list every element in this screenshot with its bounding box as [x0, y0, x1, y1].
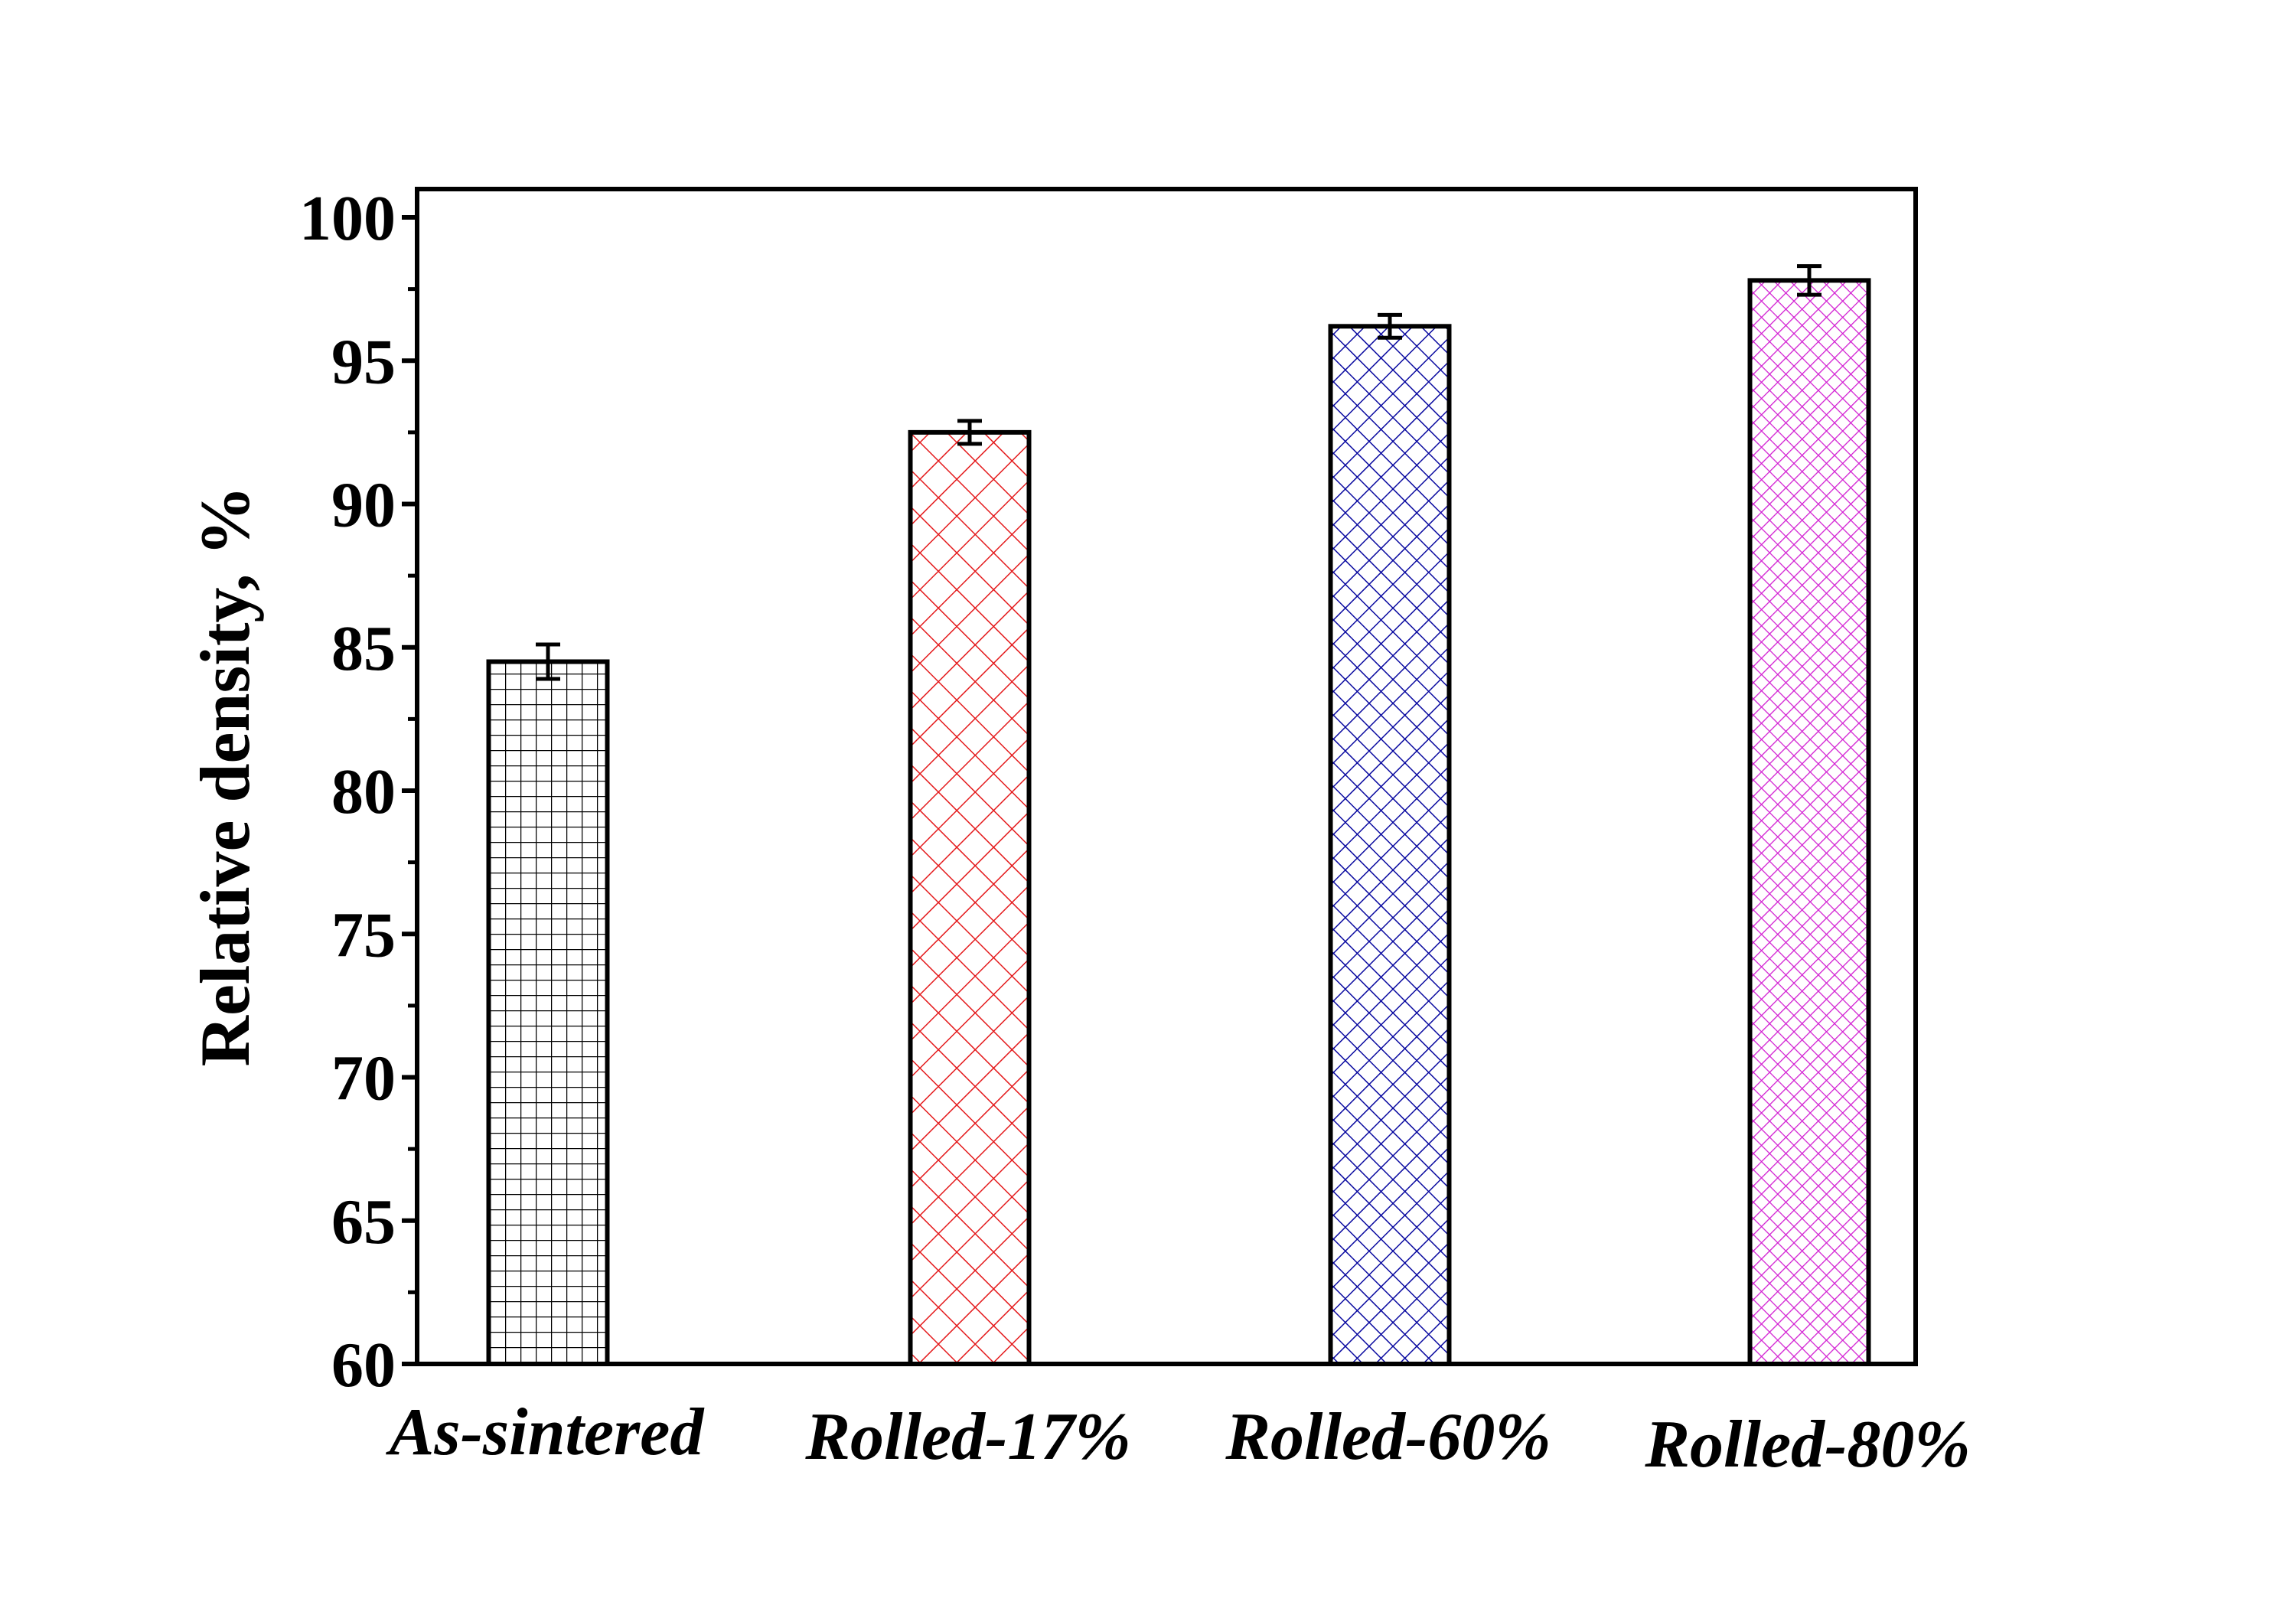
y-tick-label: 70	[331, 1043, 396, 1114]
error-bars	[536, 264, 1821, 681]
bar-as-sintered	[486, 659, 610, 1366]
bar-rolled-80%	[1747, 278, 1871, 1366]
bar-rolled-17%	[908, 429, 1032, 1366]
y-tick-label: 100	[299, 183, 396, 254]
y-tick-label: 95	[331, 326, 396, 397]
y-axis-title: Relative density, %	[186, 486, 264, 1067]
x-category-label: Rolled-80%	[1644, 1408, 1970, 1482]
x-axis-labels: As-sintered Rolled-17% Rolled-60% Rolled-80…	[386, 1395, 1971, 1482]
x-category-label: As-sintered	[386, 1395, 706, 1470]
y-tick-label: 85	[331, 613, 396, 684]
bar-rolled-60%	[1328, 324, 1452, 1366]
x-category-label: Rolled-60%	[1225, 1400, 1551, 1474]
y-tick-label: 60	[331, 1330, 396, 1401]
y-tick-label: 65	[331, 1186, 396, 1258]
y-tick-label: 90	[331, 470, 396, 541]
y-axis-ticks: 60 65 70 75 80 85 90 95 100	[299, 183, 417, 1401]
x-category-label: Rolled-17%	[804, 1400, 1130, 1474]
bars	[486, 278, 1871, 1366]
y-tick-label: 75	[331, 899, 396, 971]
y-tick-label: 80	[331, 756, 396, 827]
plot-frame	[415, 187, 1918, 1366]
